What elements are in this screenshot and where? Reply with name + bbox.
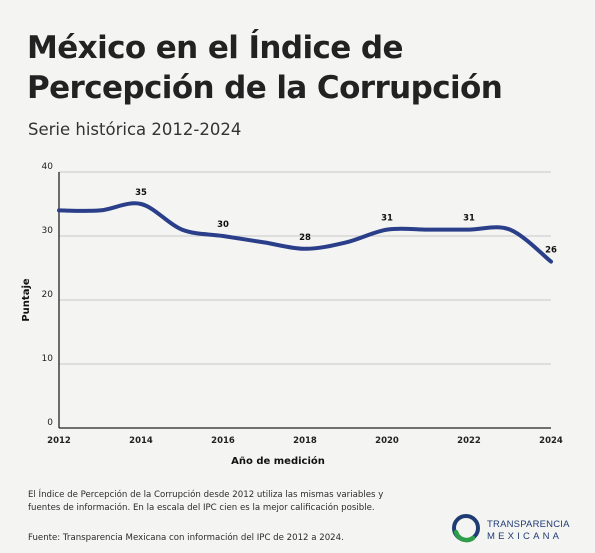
chart-title-line-1: México en el Índice de [27, 30, 404, 66]
data-label-2020: 31 [381, 214, 393, 224]
data-label-2024: 26 [545, 246, 557, 256]
chart-title: México en el Índice de Percepción de la … [27, 28, 567, 108]
data-label-2016: 30 [217, 220, 229, 230]
line-chart: 0 10 20 30 40 2012 2014 2016 2018 2020 2022 2024 Año… [21, 162, 563, 467]
transparencia-mexicana-logo: TRANSPARENCIA MEXICANA [451, 513, 591, 545]
logo-text-line-2: MEXICANA [487, 531, 563, 542]
data-label-2022: 31 [463, 214, 475, 224]
x-tick-label: 2020 [375, 436, 399, 446]
data-label-2018: 28 [299, 233, 311, 243]
y-tick-label: 10 [42, 354, 54, 364]
y-axis-title: Puntaje [21, 278, 32, 322]
series-line-puntaje [57, 201, 553, 264]
x-tick-label: 2018 [293, 436, 317, 446]
y-tick-label: 20 [42, 290, 54, 300]
x-tick-label: 2024 [539, 436, 563, 446]
x-tick-label: 2016 [211, 436, 235, 446]
logo-mark-icon [452, 514, 480, 543]
methodology-note: El Índice de Percepción de la Corrupción… [28, 490, 384, 513]
y-tick-label: 40 [42, 162, 54, 172]
x-tick-label: 2012 [47, 436, 71, 446]
y-tick-label: 0 [47, 418, 53, 428]
x-axis-title: Año de medición [231, 455, 325, 467]
chart-subtitle: Serie histórica 2012-2024 [28, 120, 242, 139]
source-note: Fuente: Transparencia Mexicana con infor… [28, 533, 344, 543]
y-tick-label: 30 [42, 226, 54, 236]
x-tick-label: 2022 [457, 436, 481, 446]
data-label-2014: 35 [135, 188, 147, 198]
logo-text-line-1: TRANSPARENCIA [487, 519, 570, 530]
chart-title-line-2: Percepción de la Corrupción [27, 70, 503, 106]
x-tick-label: 2014 [129, 436, 153, 446]
